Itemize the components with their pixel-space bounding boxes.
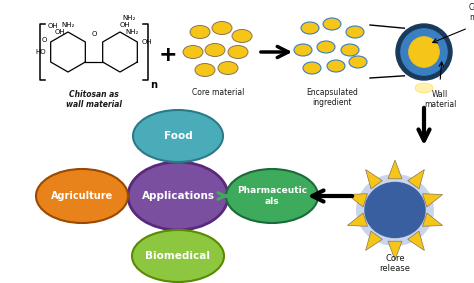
Text: NH₂: NH₂ — [125, 29, 138, 35]
Text: OH: OH — [142, 39, 153, 45]
Text: HO: HO — [36, 49, 46, 55]
Ellipse shape — [341, 44, 359, 56]
Text: O: O — [41, 37, 46, 43]
Polygon shape — [347, 213, 367, 226]
Ellipse shape — [396, 24, 452, 80]
Ellipse shape — [317, 41, 335, 53]
Ellipse shape — [218, 61, 238, 74]
Ellipse shape — [294, 44, 312, 56]
Polygon shape — [422, 194, 443, 207]
Ellipse shape — [409, 37, 439, 67]
Text: n: n — [150, 80, 157, 90]
Ellipse shape — [323, 18, 341, 30]
Text: Biomedical: Biomedical — [146, 251, 210, 261]
Polygon shape — [388, 241, 402, 260]
Polygon shape — [347, 194, 367, 207]
Ellipse shape — [356, 174, 434, 246]
Ellipse shape — [133, 110, 223, 162]
Text: Pharmaceutic
als: Pharmaceutic als — [237, 186, 307, 206]
Ellipse shape — [303, 62, 321, 74]
Text: Agriculture: Agriculture — [51, 191, 113, 201]
Ellipse shape — [349, 56, 367, 68]
Ellipse shape — [346, 26, 364, 38]
Ellipse shape — [228, 46, 248, 59]
Ellipse shape — [205, 44, 225, 57]
Ellipse shape — [401, 29, 447, 75]
Text: OH: OH — [47, 23, 58, 29]
Ellipse shape — [128, 162, 228, 230]
Text: NH₂: NH₂ — [122, 15, 136, 21]
Polygon shape — [422, 213, 443, 226]
Ellipse shape — [415, 83, 433, 93]
Text: Core
material: Core material — [469, 3, 474, 22]
Ellipse shape — [327, 60, 345, 72]
Polygon shape — [365, 231, 383, 250]
Text: OH: OH — [55, 29, 65, 35]
Text: +: + — [159, 45, 177, 65]
Text: Chitosan as
wall material: Chitosan as wall material — [66, 90, 122, 110]
Text: Wall
material: Wall material — [424, 90, 456, 110]
Ellipse shape — [36, 169, 128, 223]
Text: NH₂: NH₂ — [61, 22, 75, 28]
Ellipse shape — [301, 22, 319, 34]
Ellipse shape — [232, 29, 252, 42]
Ellipse shape — [195, 63, 215, 76]
Ellipse shape — [226, 169, 318, 223]
Text: Food: Food — [164, 131, 192, 141]
Polygon shape — [408, 231, 424, 250]
Polygon shape — [388, 160, 402, 179]
Polygon shape — [365, 170, 383, 189]
Polygon shape — [408, 170, 424, 189]
Text: O: O — [91, 31, 97, 37]
Ellipse shape — [365, 183, 425, 237]
Ellipse shape — [190, 25, 210, 38]
Text: OH: OH — [120, 22, 130, 28]
Ellipse shape — [212, 22, 232, 35]
Text: Applications: Applications — [142, 191, 215, 201]
Ellipse shape — [132, 230, 224, 282]
Text: Core material: Core material — [192, 88, 244, 97]
Text: Core
release: Core release — [380, 254, 410, 273]
Text: Encapsulated
ingredient: Encapsulated ingredient — [306, 88, 358, 108]
Ellipse shape — [183, 46, 203, 59]
